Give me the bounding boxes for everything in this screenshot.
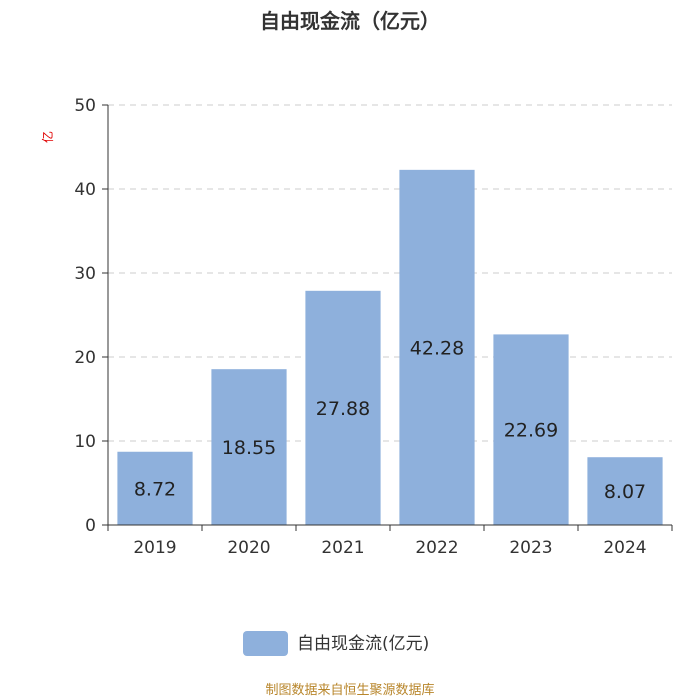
- chart-title: 自由现金流（亿元）: [260, 9, 440, 33]
- bar-2019[interactable]: [117, 451, 193, 525]
- y-tick-label-30: 30: [74, 264, 96, 284]
- y-tick-label-10: 10: [74, 432, 96, 452]
- y-tick-labels: 0 10 20 30 40 50: [74, 96, 96, 536]
- x-tick-label-2022: 2022: [415, 538, 458, 558]
- y-tick-label-40: 40: [74, 180, 96, 200]
- legend[interactable]: 自由现金流(亿元): [243, 631, 429, 656]
- data-labels: 8.72 18.55 27.88 42.28 22.69 8.07: [134, 337, 646, 503]
- bar-2021[interactable]: [305, 290, 381, 525]
- data-label-2020: 18.55: [222, 437, 276, 459]
- y-axis-label: 亿: [40, 131, 55, 143]
- bar-2024[interactable]: [587, 457, 663, 525]
- bar-2023[interactable]: [493, 334, 569, 525]
- x-tick-label-2019: 2019: [133, 538, 176, 558]
- x-tick-label-2024: 2024: [603, 538, 646, 558]
- y-tick-label-0: 0: [85, 516, 96, 536]
- data-label-2023: 22.69: [504, 420, 558, 442]
- x-tick-label-2023: 2023: [509, 538, 552, 558]
- data-source-note: 制图数据来自恒生聚源数据库: [265, 682, 434, 698]
- bar-2022[interactable]: [399, 169, 475, 525]
- data-label-2024: 8.07: [604, 481, 646, 503]
- axes: [102, 104, 673, 531]
- bar-2020[interactable]: [211, 369, 287, 525]
- x-tick-label-2021: 2021: [321, 538, 364, 558]
- data-label-2022: 42.28: [410, 337, 464, 359]
- data-label-2019: 8.72: [134, 478, 176, 500]
- y-tick-label-50: 50: [74, 96, 96, 116]
- data-label-2021: 27.88: [316, 398, 370, 420]
- legend-label[interactable]: 自由现金流(亿元): [297, 634, 429, 654]
- y-tick-label-20: 20: [74, 348, 96, 368]
- x-tick-label-2020: 2020: [227, 538, 270, 558]
- grid-lines: [108, 104, 672, 442]
- x-tick-labels: 2019 2020 2021 2022 2023 2024: [133, 538, 646, 558]
- legend-swatch[interactable]: [243, 631, 288, 656]
- bars: [117, 169, 663, 525]
